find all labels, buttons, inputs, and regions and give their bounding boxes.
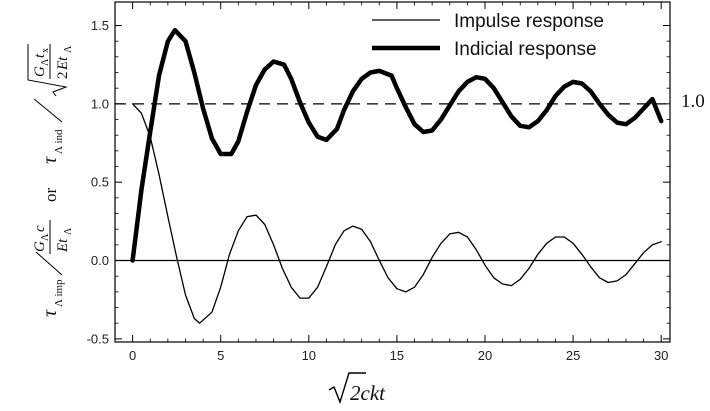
legend: Impulse response Indicial response	[372, 11, 604, 60]
svg-text:2: 2	[55, 72, 71, 80]
legend-label-indicial: Indicial response	[454, 39, 597, 60]
svg-text:Λ: Λ	[63, 45, 74, 53]
x-tick-label: 20	[478, 348, 492, 363]
svg-text:Λ: Λ	[40, 233, 51, 241]
svg-text:τ: τ	[39, 156, 61, 164]
reference-lines	[115, 103, 670, 262]
svg-text:x: x	[40, 48, 51, 53]
svg-text:or: or	[41, 188, 60, 203]
svg-text:c: c	[32, 225, 48, 232]
x-tick-label: 25	[566, 348, 580, 363]
series-line-impulse-response	[131, 103, 662, 324]
x-tick-label: 10	[302, 348, 316, 363]
x-tick-label: 5	[217, 348, 224, 363]
svg-text:Et: Et	[55, 238, 71, 253]
svg-text:τ: τ	[39, 309, 61, 317]
x-tick-label: 30	[654, 348, 668, 363]
svg-text:Λ imp: Λ imp	[53, 279, 65, 307]
x-tick-label: 0	[129, 348, 136, 363]
y-tick-label: -0.5	[87, 331, 109, 346]
plot-frame	[114, 1, 671, 343]
svg-text:G: G	[32, 66, 48, 77]
y-axis-label: τ Λ imp G Λ c Et Λ or τ Λ ind G Λ t x 2 …	[27, 44, 74, 317]
ticks-layer: 0 5 10 15 20 25 30 -0.5 0.0 0.5 1.0 1.5	[87, 2, 670, 363]
y-tick-label: 1.0	[91, 96, 109, 111]
sqrt-sign	[328, 372, 366, 405]
svg-text:Λ: Λ	[63, 227, 74, 235]
svg-text:G: G	[32, 241, 48, 252]
x-tick-label: 15	[390, 348, 404, 363]
series-line-indicial-response	[130, 27, 664, 263]
svg-text:Λ ind: Λ ind	[53, 129, 65, 154]
y-tick-label: 0.0	[91, 253, 109, 268]
right-reference-label: 1.0	[681, 91, 705, 112]
svg-text:Λ: Λ	[40, 58, 51, 66]
legend-label-impulse: Impulse response	[454, 11, 604, 32]
svg-text:2ckt: 2ckt	[350, 381, 386, 405]
y-tick-label: 0.5	[91, 175, 109, 190]
series-layer	[130, 27, 664, 324]
svg-text:Et: Et	[55, 56, 71, 71]
y-tick-label: 1.5	[91, 18, 109, 33]
svg-text:t: t	[32, 53, 48, 58]
x-axis-label: 2ckt	[328, 372, 386, 405]
